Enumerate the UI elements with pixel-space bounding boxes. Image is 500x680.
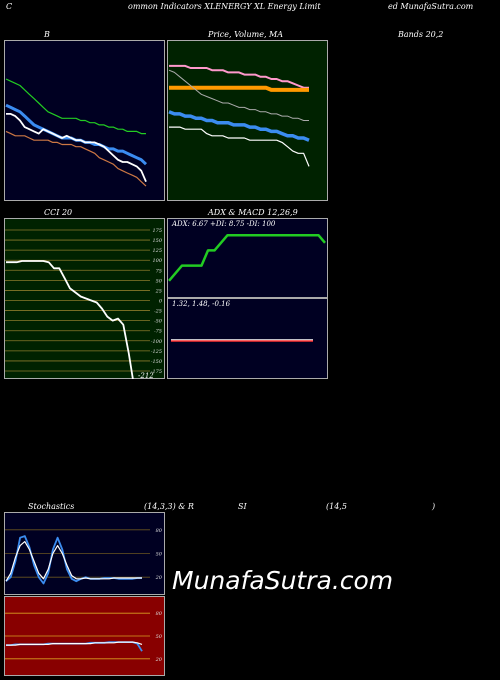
stoch-pct-k-line bbox=[5, 535, 142, 585]
label-b: B bbox=[44, 30, 50, 39]
cci-tick-label: 175 bbox=[152, 228, 162, 234]
price-ma-pink-line bbox=[169, 64, 309, 89]
cci-tick-label: -150 bbox=[151, 359, 163, 365]
label-stoch-params: (14,3,3) & R bbox=[144, 502, 194, 511]
label-stochastics: Stochastics bbox=[28, 502, 75, 511]
bollinger-close-line bbox=[6, 113, 147, 183]
cci-tick-label: 125 bbox=[152, 248, 162, 254]
label-rsi-close: ) bbox=[432, 502, 436, 511]
bollinger-upper-line bbox=[5, 78, 146, 135]
label-adx-macd: ADX & MACD 12,26,9 bbox=[208, 208, 298, 217]
cci-line bbox=[6, 260, 134, 379]
bollinger-lower-line bbox=[5, 130, 147, 187]
bollinger-chart bbox=[4, 40, 165, 201]
label-si: SI bbox=[238, 502, 247, 511]
adx-readout: ADX: 6.67 +DI: 8.75 -DI: 100 bbox=[171, 220, 276, 228]
rsi-chart: 80 50 20 bbox=[4, 596, 165, 676]
adx-line bbox=[168, 233, 326, 282]
rsi-rsi-ma-line bbox=[6, 641, 143, 646]
stoch-pct-d-line bbox=[5, 541, 142, 582]
cci-last-value-label: -212 bbox=[138, 372, 154, 379]
price-ma-orange-line bbox=[169, 85, 309, 92]
header-site: ed MunafaSutra.com bbox=[388, 2, 474, 11]
cci-tick-label: 0 bbox=[159, 299, 163, 305]
cci-tick-label: 100 bbox=[152, 258, 162, 264]
cci-chart: 175 150 125 100 75 50 25 0 -25 -50 -75 -100 -125 -150… bbox=[4, 218, 165, 379]
cci-tick-label: -100 bbox=[151, 339, 163, 345]
panel-frame bbox=[167, 298, 328, 379]
header-c: C bbox=[6, 2, 13, 11]
cci-tick-label: 50 bbox=[156, 278, 163, 284]
cci-tick-label: 150 bbox=[152, 238, 162, 244]
rsi-tick-label: 20 bbox=[155, 657, 163, 663]
price-ma-blue-line bbox=[168, 110, 310, 142]
cci-tick-label: -175 bbox=[151, 369, 162, 375]
stoch-tick-label: 50 bbox=[156, 552, 163, 558]
panel-frame bbox=[167, 218, 328, 298]
cci-tick-label: 25 bbox=[155, 288, 162, 294]
cci-tick-label: 75 bbox=[156, 268, 162, 274]
cci-tick-label: -50 bbox=[154, 319, 163, 325]
macd-chart: 1.32, 1.48, -0.16 bbox=[167, 298, 328, 379]
rsi-tick-label: 80 bbox=[156, 611, 163, 617]
rsi-tick-label: 50 bbox=[156, 634, 163, 640]
stoch-tick-label: 80 bbox=[156, 528, 163, 534]
price-ma-chart bbox=[167, 40, 328, 201]
cci-tick-label: -125 bbox=[151, 349, 162, 355]
header-title: ommon Indicators XLENERGY XL Energy Limi… bbox=[128, 2, 321, 11]
price-close-line bbox=[169, 126, 310, 167]
label-bands: Bands 20,2 bbox=[398, 30, 444, 39]
watermark: MunafaSutra.com bbox=[172, 566, 394, 595]
macd-readout: 1.32, 1.48, -0.16 bbox=[172, 300, 231, 308]
label-price-volume-ma: Price, Volume, MA bbox=[208, 30, 284, 39]
price-ma-gray-line bbox=[168, 69, 309, 121]
stoch-tick-label: 20 bbox=[155, 575, 163, 581]
cci-tick-label: -75 bbox=[154, 329, 162, 335]
label-cci: CCI 20 bbox=[44, 208, 73, 217]
adx-chart: ADX: 6.67 +DI: 8.75 -DI: 100 bbox=[167, 218, 328, 298]
stochastics-chart: 80 50 20 bbox=[4, 512, 165, 595]
cci-tick-label: -25 bbox=[154, 309, 162, 315]
label-rsi-params: (14,5 bbox=[326, 502, 347, 511]
